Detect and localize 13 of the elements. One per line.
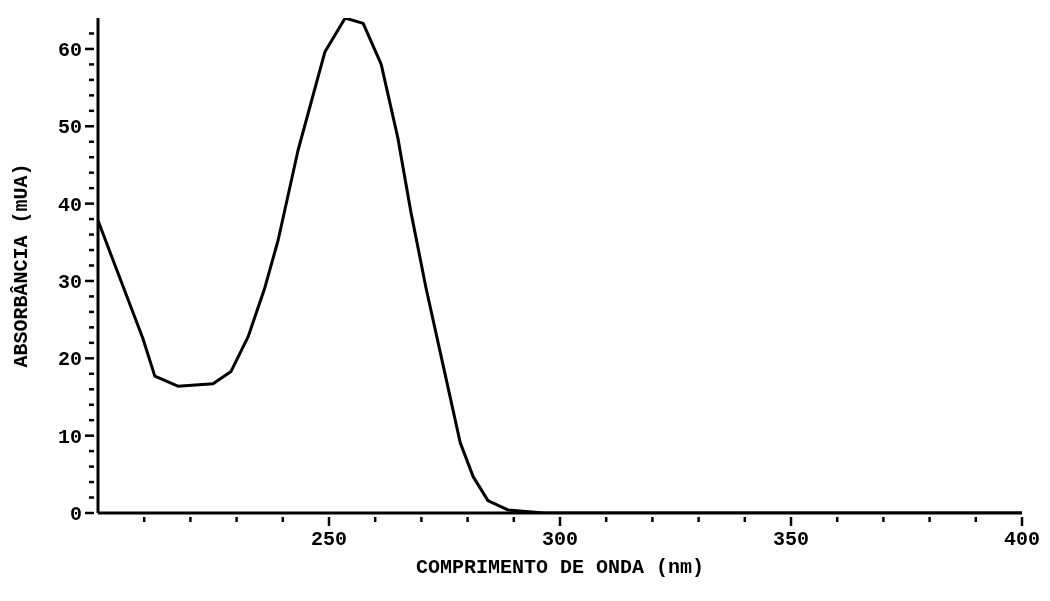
- x-tick-label: 300: [541, 528, 579, 551]
- y-tick-label: 20: [57, 348, 82, 372]
- x-axis-title: COMPRIMENTO DE ONDA (nm): [415, 556, 705, 579]
- y-tick-label: 40: [57, 193, 82, 217]
- x-tick-label: 350: [772, 528, 810, 551]
- y-tick-label: 30: [57, 270, 82, 294]
- y-tick-label: 50: [57, 116, 82, 140]
- x-tick-label: 400: [1003, 528, 1041, 551]
- x-tick-label: 250: [310, 528, 348, 551]
- y-tick-label: 60: [57, 38, 82, 62]
- y-tick-label: 10: [57, 425, 82, 449]
- y-tick-label: 0: [69, 503, 82, 526]
- y-axis-title: ABSORBÂNCIA (mUA): [10, 163, 34, 368]
